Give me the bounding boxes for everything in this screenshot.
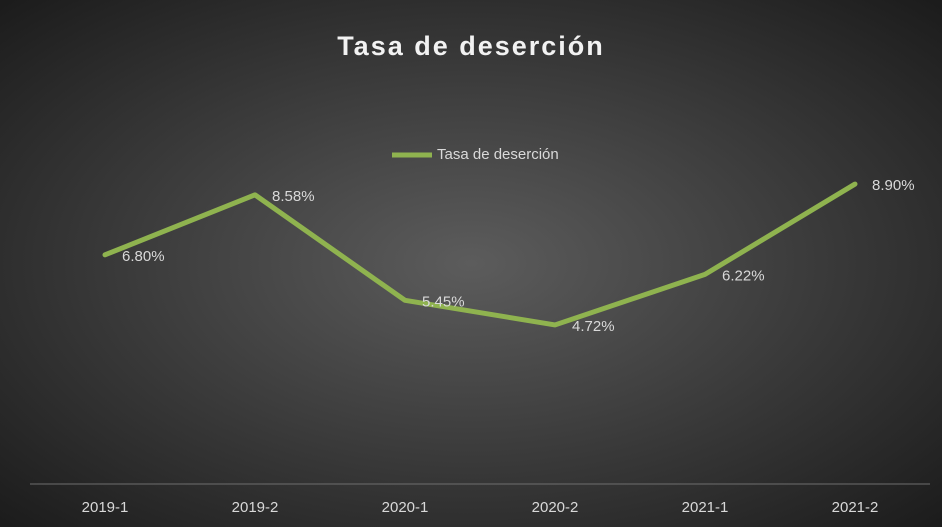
x-tick-label: 2019-2 [232,499,279,516]
x-tick-label: 2020-1 [382,499,429,516]
x-tick-label: 2020-2 [532,499,579,516]
x-tick-label: 2021-1 [682,499,729,516]
data-label: 4.72% [572,318,615,335]
data-label: 6.80% [122,248,165,265]
legend-label: Tasa de deserción [437,146,559,163]
x-tick-label: 2019-1 [82,499,129,516]
data-label: 8.90% [872,177,915,194]
series-line [102,181,858,328]
data-label: 5.45% [422,293,465,310]
data-label: 8.58% [272,188,315,205]
chart-title: Tasa de deserción [337,31,605,61]
data-label: 6.22% [722,267,765,284]
x-tick-label: 2021-2 [832,499,879,516]
